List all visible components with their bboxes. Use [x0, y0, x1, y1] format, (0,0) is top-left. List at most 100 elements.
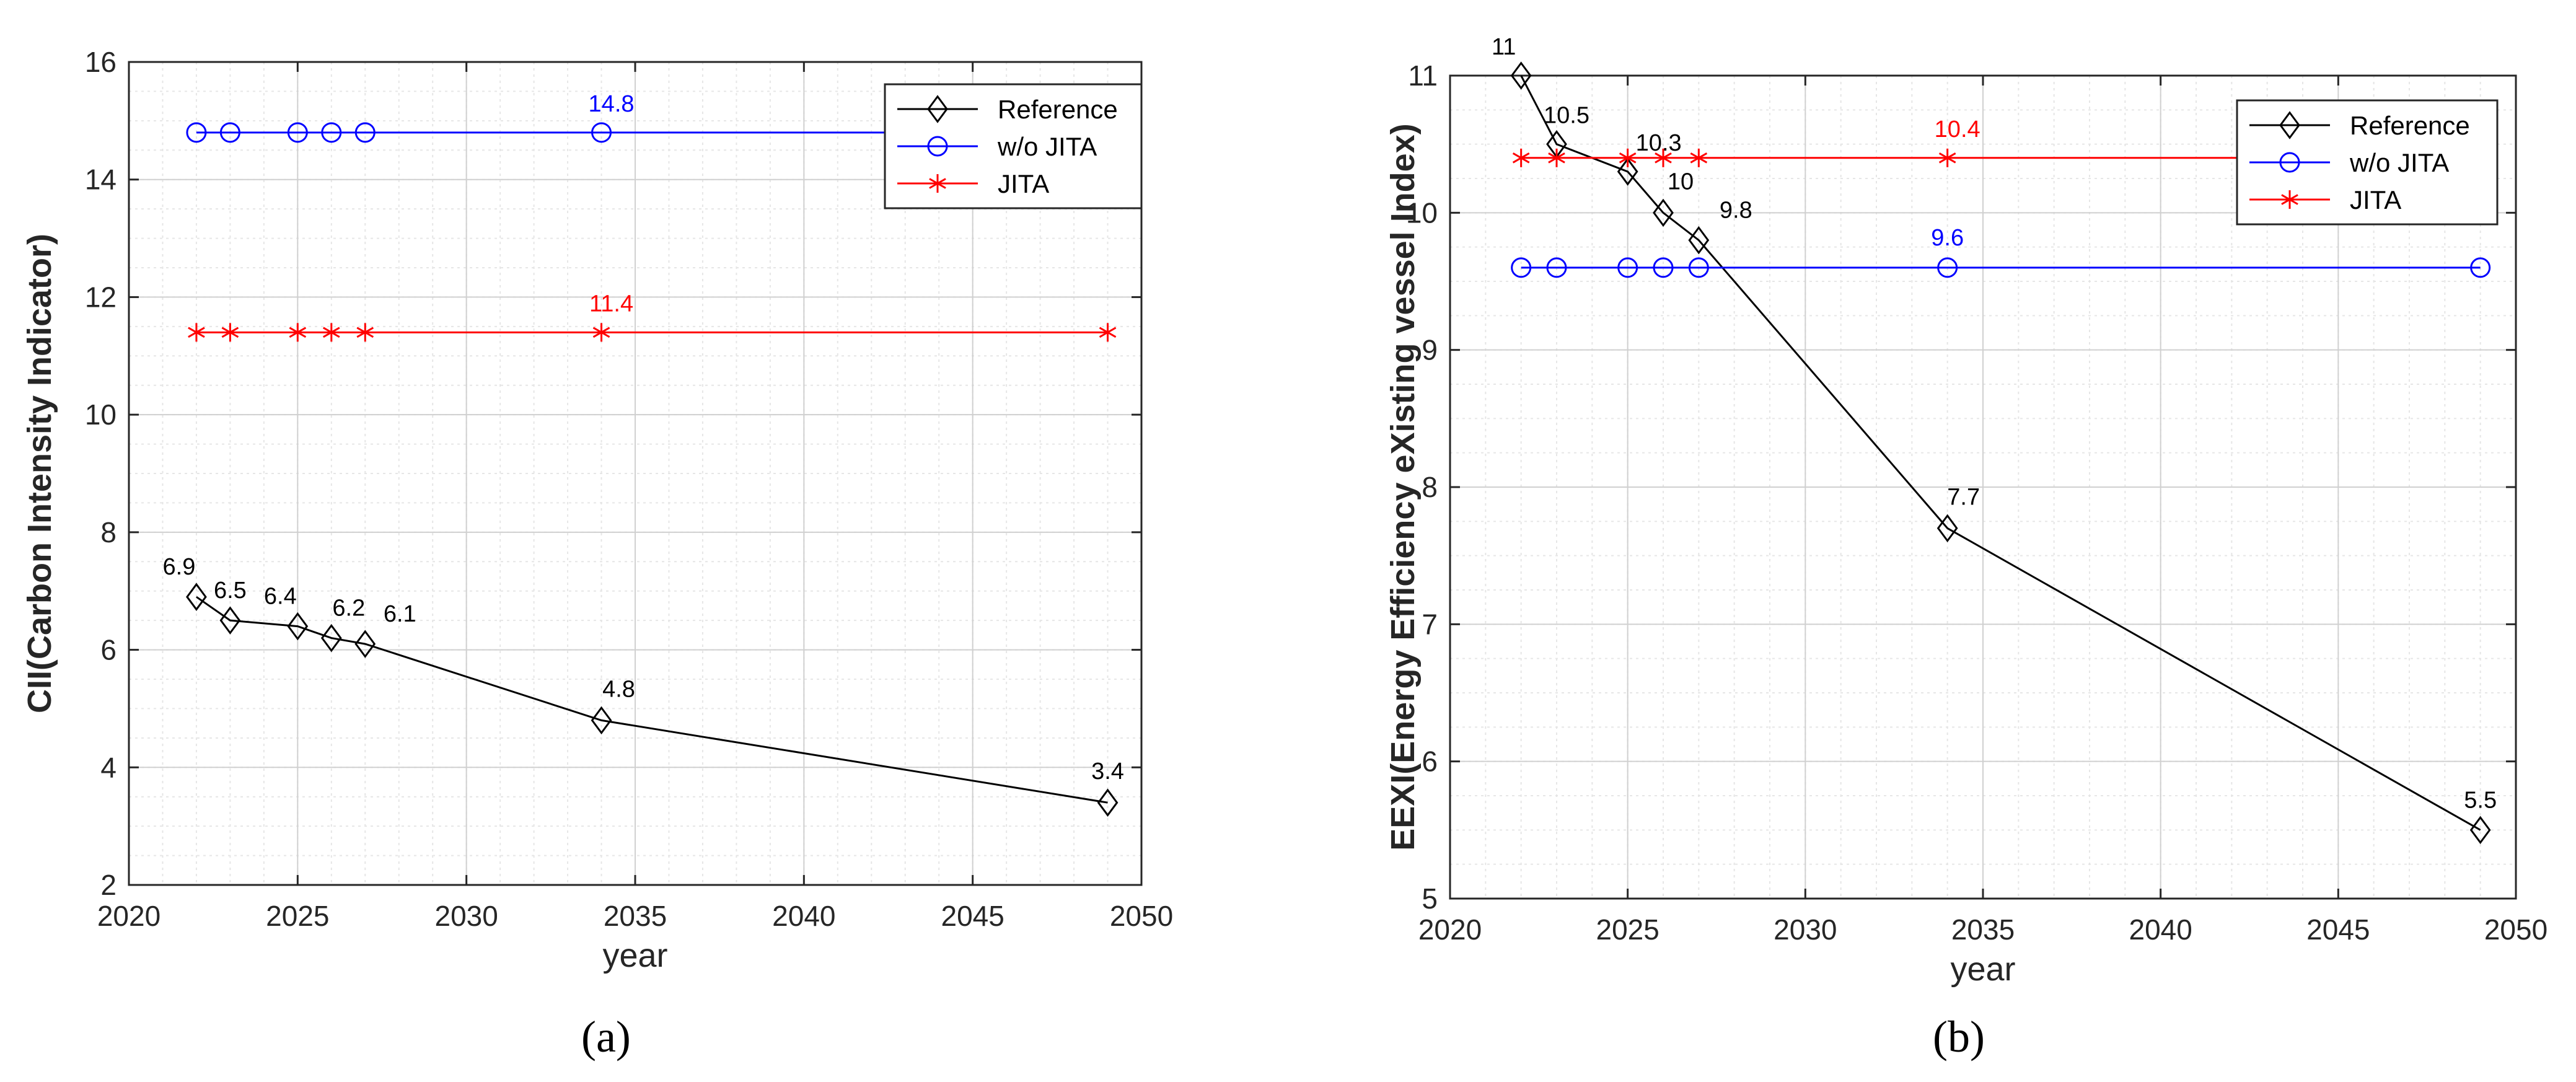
x-tick-label: 2035	[604, 900, 667, 932]
data-label: 10.3	[1636, 130, 1682, 156]
y-tick-label: 8	[1422, 471, 1438, 503]
x-tick-label: 2050	[2484, 913, 2547, 946]
y-tick-label: 8	[100, 516, 116, 548]
data-label: 10	[1668, 169, 1694, 195]
data-point	[1655, 148, 1672, 167]
data-point	[354, 122, 376, 143]
data-point	[592, 323, 610, 342]
legend-item: JITA	[2249, 185, 2401, 214]
data-point	[1510, 61, 1532, 90]
x-tick-label: 2020	[1418, 913, 1482, 946]
legend: Reference w/o JITA JITA	[2236, 99, 2499, 226]
chart-panel-b: 2020 2025 2030 2035 2040 2045 2050 5 6 7 8 9 10 11 yea…	[1384, 34, 2547, 988]
y-tick-label: 14	[85, 164, 116, 196]
x-tick-label: 2035	[1951, 913, 2015, 946]
data-point	[287, 122, 308, 143]
data-label: 9.6	[1931, 225, 1964, 251]
panel-a-caption: (a)	[581, 1012, 631, 1062]
data-label: 6.4	[264, 584, 297, 610]
data-label: 3.4	[1091, 759, 1124, 785]
data-label: 7.7	[1947, 484, 1980, 510]
y-axis-label: CII(Carbon Intensity Indicator)	[21, 234, 58, 713]
data-point	[186, 583, 207, 611]
data-label: 6.9	[163, 554, 196, 580]
data-label: 11	[1492, 34, 1516, 60]
x-tick-label: 2040	[2129, 913, 2192, 946]
x-tick-label: 2030	[434, 900, 498, 932]
data-point	[1512, 148, 1530, 167]
legend-marker	[2279, 152, 2300, 173]
data-point	[1619, 148, 1637, 167]
series-jita: 11.4	[188, 291, 1117, 342]
y-tick-label: 5	[1422, 882, 1438, 915]
legend-item: Reference	[897, 95, 1118, 124]
x-axis-label: year	[1950, 951, 2015, 988]
legend-marker	[2279, 111, 2300, 139]
y-tick-label: 10	[1406, 196, 1438, 229]
data-point	[287, 612, 309, 641]
y-tick-label: 6	[100, 634, 116, 666]
y-tick-label: 6	[1422, 746, 1438, 778]
legend-marker	[929, 174, 946, 193]
y-axis-label: EEXI(Energy Efficiency eXisting vessel I…	[1384, 123, 1422, 850]
series-reference: 6.9 6.5 6.4 6.2 6.1 4.8 3.4	[163, 554, 1124, 817]
y-tick-label: 16	[85, 46, 116, 78]
data-point	[219, 606, 241, 635]
data-point	[1099, 323, 1117, 342]
data-point	[188, 323, 205, 342]
data-point	[356, 323, 374, 342]
panel-b-caption: (b)	[1933, 1012, 1985, 1062]
legend: Reference w/o JITA JITA	[884, 83, 1143, 209]
data-point	[1546, 257, 1567, 278]
legend-marker	[927, 95, 948, 123]
data-point	[320, 623, 342, 653]
x-tick-label: 2020	[97, 900, 160, 932]
legend-marker	[927, 136, 948, 157]
data-point	[2469, 816, 2491, 845]
data-point	[1653, 257, 1674, 278]
data-point	[591, 706, 612, 735]
x-tick-label: 2025	[266, 900, 329, 932]
data-label: 14.8	[589, 91, 635, 117]
data-label: 6.1	[384, 601, 416, 627]
y-tick-label: 10	[85, 398, 116, 431]
x-tick-label: 2030	[1774, 913, 1837, 946]
legend-label: w/o JITA	[2349, 148, 2449, 177]
data-point	[1938, 148, 1956, 167]
series-w-o-jita: 9.6	[1511, 225, 2491, 278]
y-tick-label: 4	[100, 751, 116, 783]
data-label: 9.8	[1720, 198, 1752, 224]
legend-label: Reference	[998, 95, 1118, 124]
data-point	[1617, 257, 1638, 278]
x-axis-label: year	[602, 937, 667, 974]
y-tick-label: 11	[1408, 59, 1438, 92]
legend-label: Reference	[2350, 111, 2470, 140]
series-w-o-jita: 14.8	[186, 91, 1119, 143]
y-tick-label: 9	[1422, 334, 1438, 366]
legend-item: Reference	[2249, 111, 2470, 140]
data-label: 10.4	[1935, 117, 1980, 143]
data-point	[289, 323, 307, 342]
data-point	[219, 122, 240, 143]
data-point	[1690, 148, 1708, 167]
data-point	[1688, 226, 1710, 255]
data-point	[591, 122, 612, 143]
legend-item: w/o JITA	[897, 132, 1097, 161]
x-tick-label: 2025	[1596, 913, 1659, 946]
data-point	[323, 323, 340, 342]
y-tick-label: 2	[100, 869, 116, 901]
legend-item: w/o JITA	[2249, 148, 2449, 177]
data-label: 6.2	[332, 596, 365, 622]
data-label: 10.5	[1544, 103, 1589, 129]
x-tick-label: 2050	[1110, 900, 1173, 932]
legend-label: JITA	[998, 169, 1049, 198]
data-point	[321, 122, 342, 143]
data-point	[186, 122, 207, 143]
y-tick-label: 7	[1422, 608, 1438, 640]
data-label: 5.5	[2464, 787, 2497, 813]
data-label: 6.5	[214, 578, 247, 604]
series-line	[1520, 75, 2481, 831]
legend-item: JITA	[897, 169, 1049, 198]
data-point	[1688, 257, 1709, 278]
